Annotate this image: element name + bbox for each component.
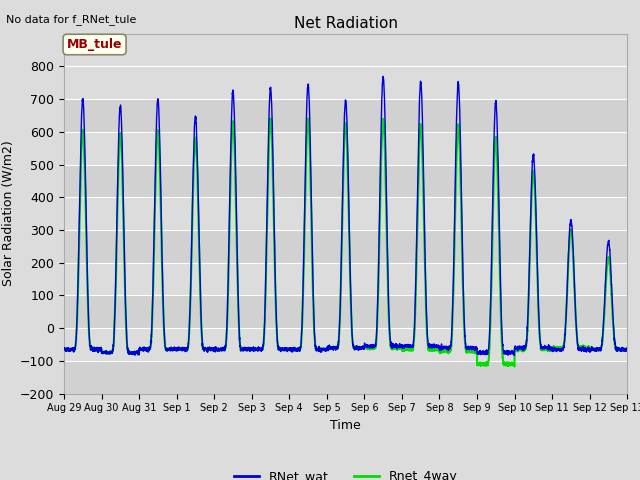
- Legend: RNet_wat, Rnet_4way: RNet_wat, Rnet_4way: [228, 465, 463, 480]
- X-axis label: Time: Time: [330, 419, 361, 432]
- Bar: [64, 230, 627, 263]
- Y-axis label: Solar Radiation (W/m2): Solar Radiation (W/m2): [1, 141, 14, 287]
- Title: Net Radiation: Net Radiation: [294, 16, 397, 31]
- Text: MB_tule: MB_tule: [67, 38, 122, 51]
- Bar: [64, 295, 627, 328]
- Bar: [64, 165, 627, 197]
- Bar: [64, 99, 627, 132]
- Bar: [64, 361, 627, 394]
- Text: No data for f_RNet_tule: No data for f_RNet_tule: [6, 14, 137, 25]
